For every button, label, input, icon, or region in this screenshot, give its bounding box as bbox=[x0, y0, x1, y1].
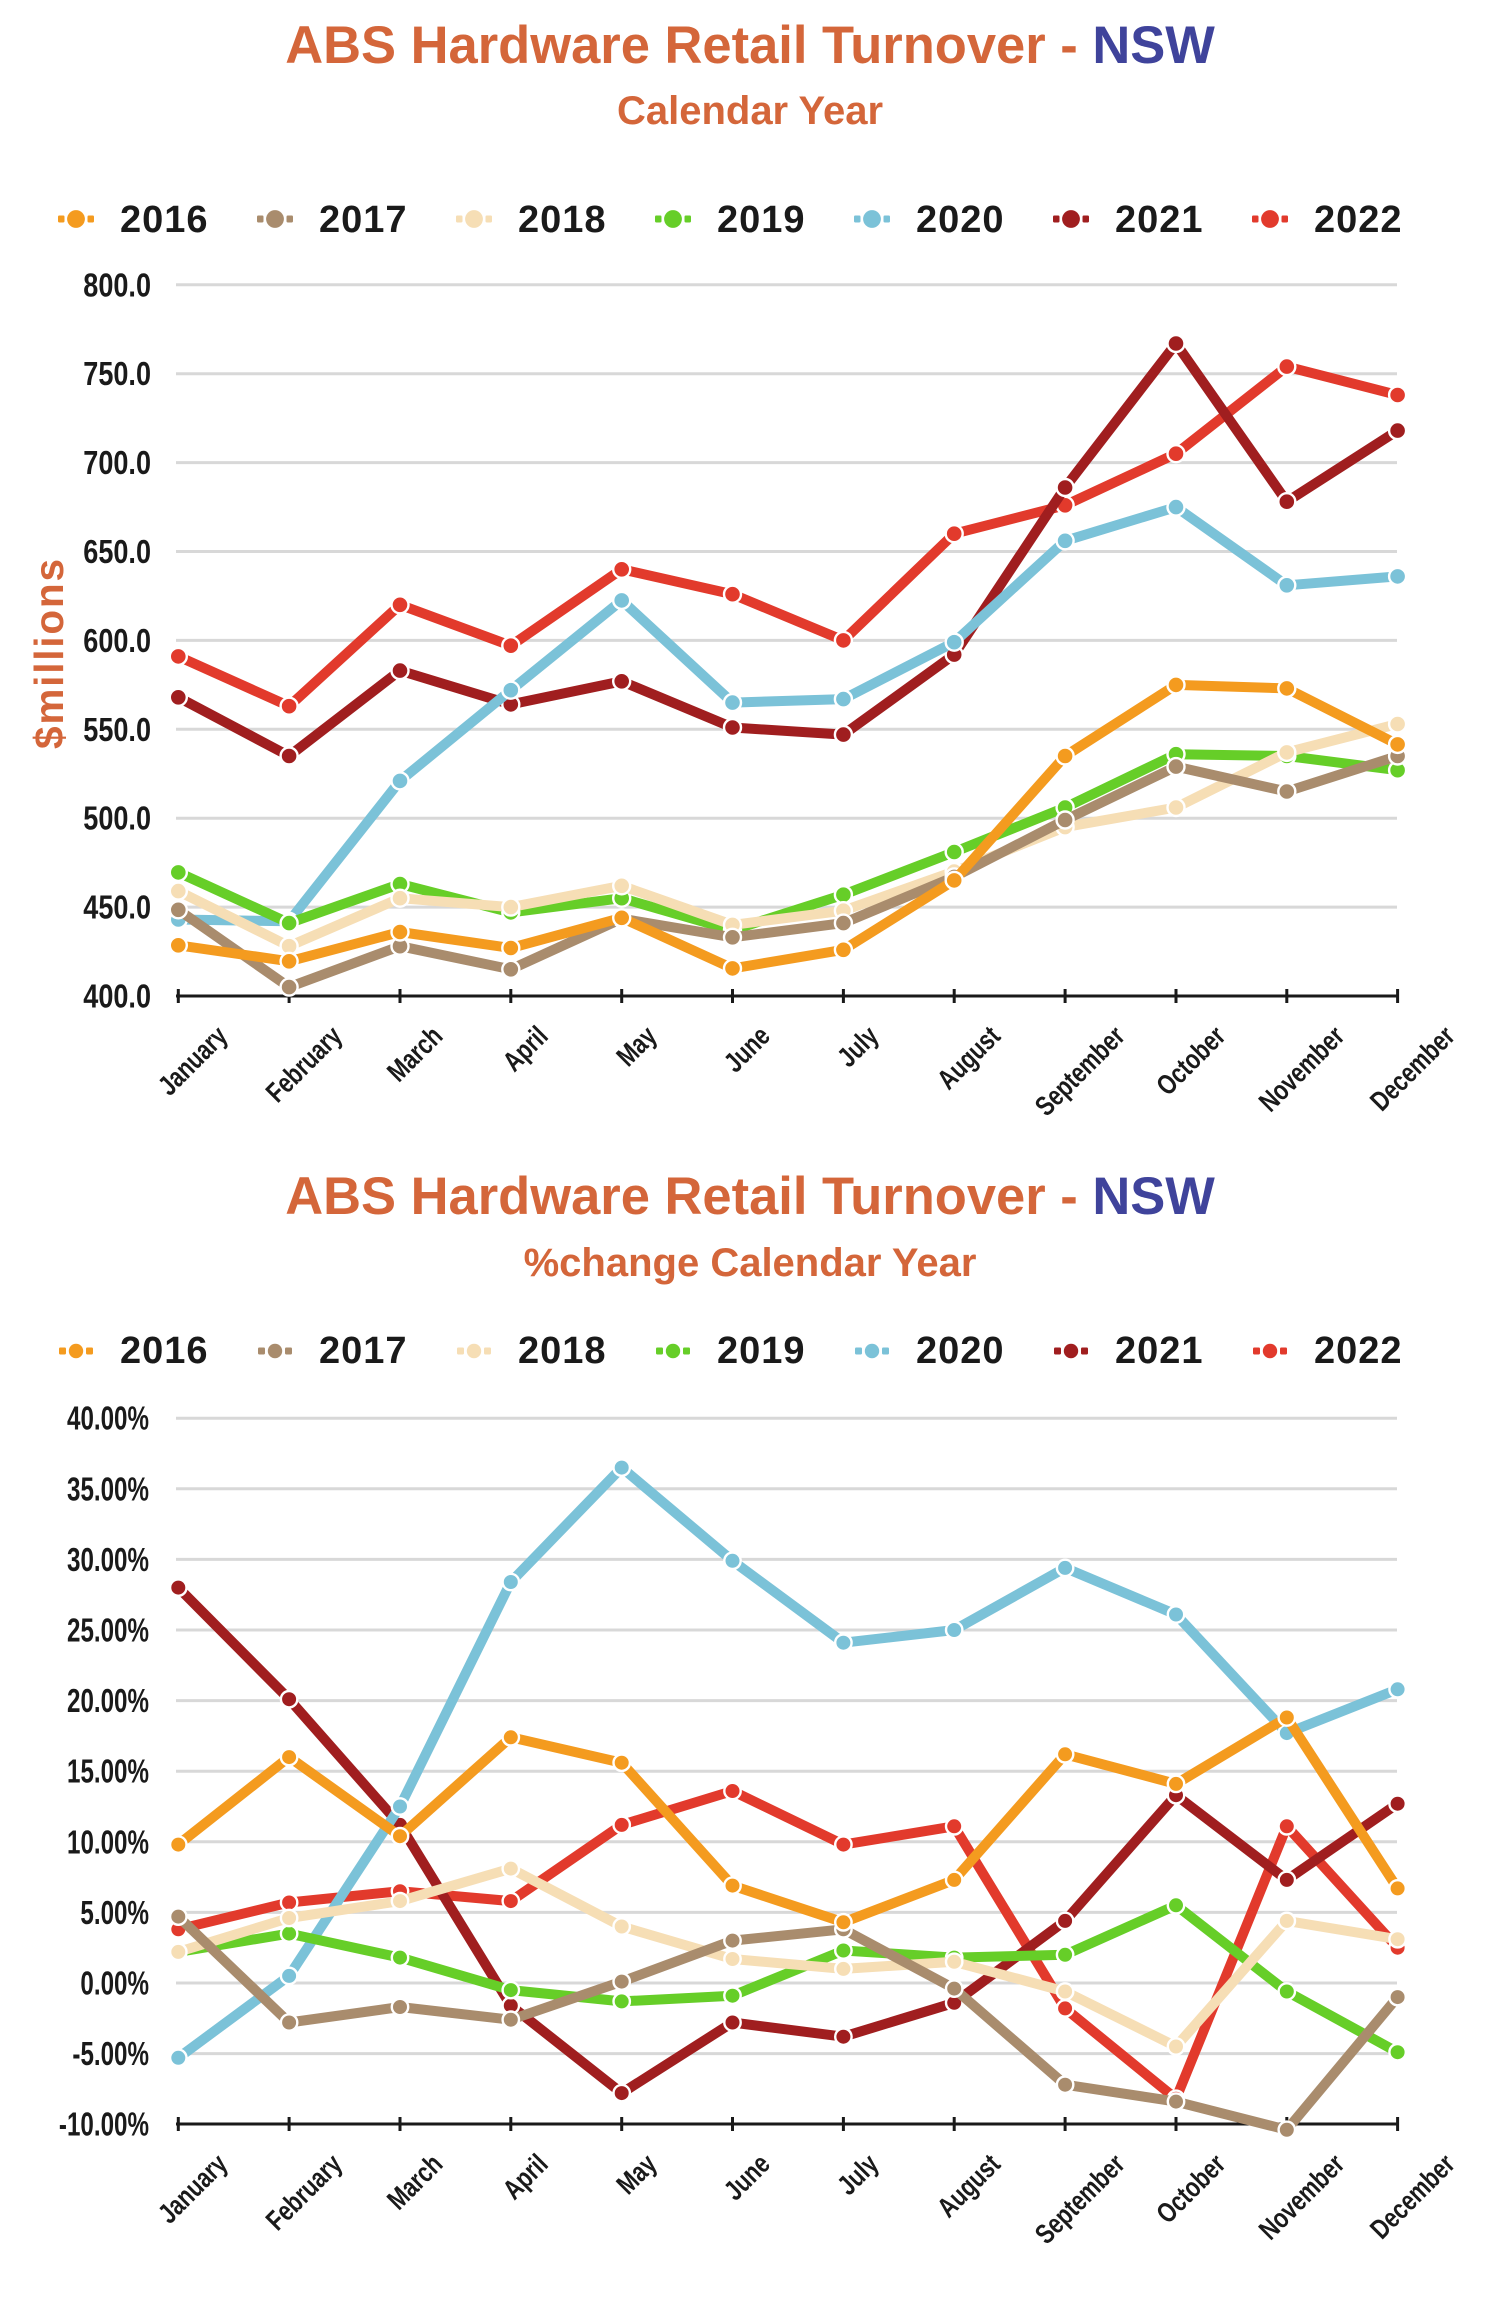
svg-text:-5.00%: -5.00% bbox=[72, 2035, 149, 2072]
svg-text:0.00%: 0.00% bbox=[80, 1965, 149, 2002]
svg-text:450.0: 450.0 bbox=[83, 889, 151, 926]
svg-text:2019: 2019 bbox=[717, 1330, 806, 1372]
svg-text:2017: 2017 bbox=[319, 199, 408, 241]
svg-text:20.00%: 20.00% bbox=[67, 1682, 149, 1719]
svg-text:10.00%: 10.00% bbox=[67, 1823, 149, 1860]
svg-text:-10.00%: -10.00% bbox=[59, 2106, 149, 2143]
svg-text:2020: 2020 bbox=[916, 1330, 1005, 1372]
svg-text:2018: 2018 bbox=[518, 199, 607, 241]
svg-text:35.00%: 35.00% bbox=[67, 1470, 149, 1507]
svg-text:30.00%: 30.00% bbox=[67, 1541, 149, 1578]
svg-text:25.00%: 25.00% bbox=[67, 1612, 149, 1649]
svg-text:550.0: 550.0 bbox=[83, 711, 151, 748]
svg-text:2021: 2021 bbox=[1115, 199, 1204, 241]
svg-text:750.0: 750.0 bbox=[83, 355, 151, 392]
svg-text:%change Calendar Year: %change Calendar Year bbox=[524, 1241, 977, 1285]
svg-text:700.0: 700.0 bbox=[83, 444, 151, 481]
svg-text:600.0: 600.0 bbox=[83, 622, 151, 659]
svg-text:2021: 2021 bbox=[1115, 1330, 1204, 1372]
svg-text:2016: 2016 bbox=[120, 199, 209, 241]
svg-text:2016: 2016 bbox=[120, 1330, 209, 1372]
svg-text:500.0: 500.0 bbox=[83, 800, 151, 837]
svg-text:2022: 2022 bbox=[1314, 1330, 1403, 1372]
svg-text:5.00%: 5.00% bbox=[80, 1894, 149, 1931]
svg-text:400.0: 400.0 bbox=[83, 978, 151, 1015]
svg-text:2020: 2020 bbox=[916, 199, 1005, 241]
svg-text:2022: 2022 bbox=[1314, 199, 1403, 241]
svg-text:2018: 2018 bbox=[518, 1330, 607, 1372]
svg-text:Calendar Year: Calendar Year bbox=[617, 89, 883, 133]
svg-text:2019: 2019 bbox=[717, 199, 806, 241]
svg-text:40.00%: 40.00% bbox=[67, 1400, 149, 1437]
svg-text:15.00%: 15.00% bbox=[67, 1753, 149, 1790]
svg-text:800.0: 800.0 bbox=[83, 266, 151, 303]
svg-text:$millions: $millions bbox=[26, 559, 72, 749]
svg-text:2017: 2017 bbox=[319, 1330, 408, 1372]
svg-text:650.0: 650.0 bbox=[83, 533, 151, 570]
svg-text:ABS Hardware Retail Turnover -: ABS Hardware Retail Turnover - NSW bbox=[285, 16, 1215, 75]
svg-text:ABS Hardware Retail Turnover -: ABS Hardware Retail Turnover - NSW bbox=[285, 1167, 1215, 1226]
